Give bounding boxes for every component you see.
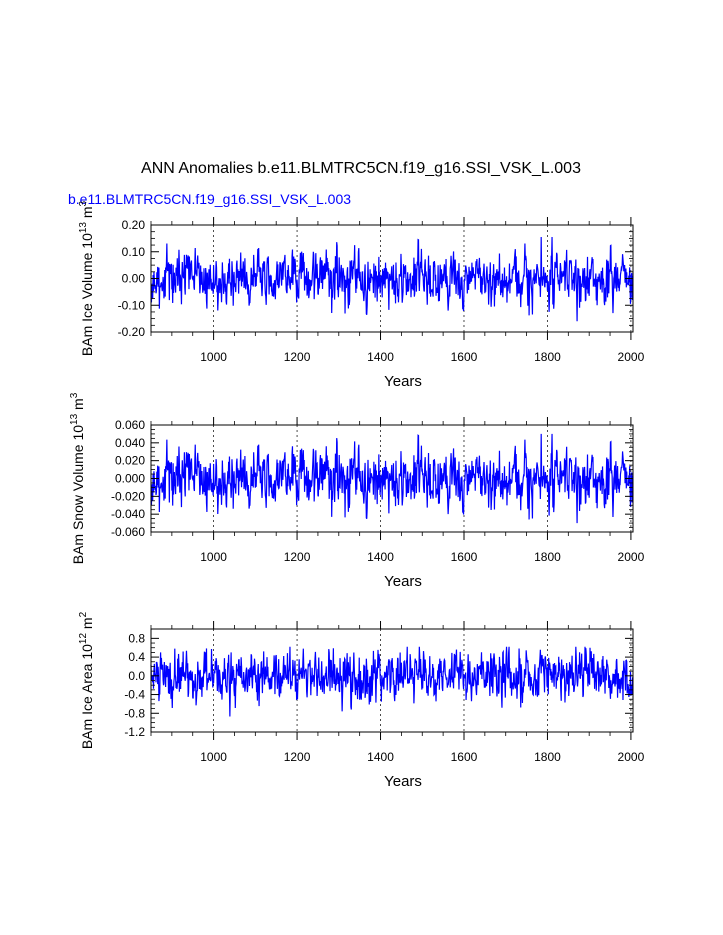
chart-panel-ice-volume: -0.20 -0.10 0.00 0.10 0.20 1000 1200 1400 1600 18… <box>78 200 645 390</box>
x-tick-label: 1200 <box>284 350 311 364</box>
y-tick-label: -0.4 <box>124 688 145 702</box>
y-tick-label: -0.040 <box>111 507 145 521</box>
x-tick-label: 1000 <box>200 750 227 764</box>
chart-panel-ice-area: -1.2 -0.8 -0.4 0.0 0.4 0.8 1000 1200 1400 1600 180… <box>78 611 645 790</box>
y-tick-label: 0.8 <box>128 631 145 645</box>
x-tick-label: 1800 <box>534 750 561 764</box>
y-tick-label: 0.10 <box>122 245 146 259</box>
y-tick-label: 0.4 <box>128 650 145 664</box>
case-label: b.e11.BLMTRC5CN.f19_g16.SSI_VSK_L.003 <box>68 191 351 207</box>
y-tick-label: 0.20 <box>122 218 146 232</box>
x-tick-label: 2000 <box>618 750 645 764</box>
x-axis-title: Years <box>384 373 422 390</box>
x-tick-label: 1200 <box>284 550 311 564</box>
x-tick-label: 1200 <box>284 750 311 764</box>
chart-panel-snow-volume: -0.060 -0.040 -0.020 0.000 0.020 0.040 0.060 10… <box>69 392 645 590</box>
y-tick-label: -0.10 <box>118 298 146 312</box>
data-line-snow-volume <box>150 433 634 524</box>
x-tick-label: 1400 <box>367 550 394 564</box>
y-tick-label: -0.8 <box>124 706 145 720</box>
y-tick-label: 0.060 <box>115 418 145 432</box>
x-tick-label: 1400 <box>367 350 394 364</box>
x-tick-label: 1600 <box>451 550 478 564</box>
x-tick-label: 2000 <box>618 350 645 364</box>
x-axis-title: Years <box>384 773 422 790</box>
y-tick-label: 0.0 <box>128 669 145 683</box>
figure-title: ANN Anomalies b.e11.BLMTRC5CN.f19_g16.SS… <box>141 160 581 177</box>
y-tick-label: 0.00 <box>122 272 146 286</box>
y-tick-label: 0.040 <box>115 436 145 450</box>
data-line-ice-volume <box>150 237 634 322</box>
x-tick-label: 1000 <box>200 350 227 364</box>
y-axis-title: BAm Snow Volume 1013 m3 <box>69 392 86 564</box>
y-tick-label: -1.2 <box>124 725 145 739</box>
x-tick-label: 1400 <box>367 750 394 764</box>
x-tick-label: 1600 <box>451 350 478 364</box>
x-tick-label: 1000 <box>200 550 227 564</box>
x-tick-label: 1800 <box>534 550 561 564</box>
y-tick-label: -0.020 <box>111 489 145 503</box>
y-axis-title: BAm Ice Area 1012 m2 <box>78 611 95 749</box>
y-tick-label: 0.000 <box>115 472 145 486</box>
y-tick-label: -0.20 <box>118 325 146 339</box>
y-tick-label: -0.060 <box>111 525 145 539</box>
data-line-ice-area <box>150 646 634 717</box>
y-tick-label: 0.020 <box>115 454 145 468</box>
y-axis-title: BAm Ice Volume 1013 m3 <box>78 200 95 356</box>
x-tick-label: 2000 <box>618 550 645 564</box>
x-tick-label: 1800 <box>534 350 561 364</box>
x-axis-title: Years <box>384 573 422 590</box>
x-tick-label: 1600 <box>451 750 478 764</box>
